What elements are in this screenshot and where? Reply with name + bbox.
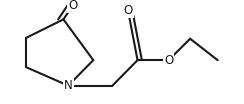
Text: O: O bbox=[68, 0, 78, 12]
Text: O: O bbox=[123, 4, 132, 17]
Text: N: N bbox=[64, 79, 72, 92]
Text: O: O bbox=[164, 54, 173, 67]
